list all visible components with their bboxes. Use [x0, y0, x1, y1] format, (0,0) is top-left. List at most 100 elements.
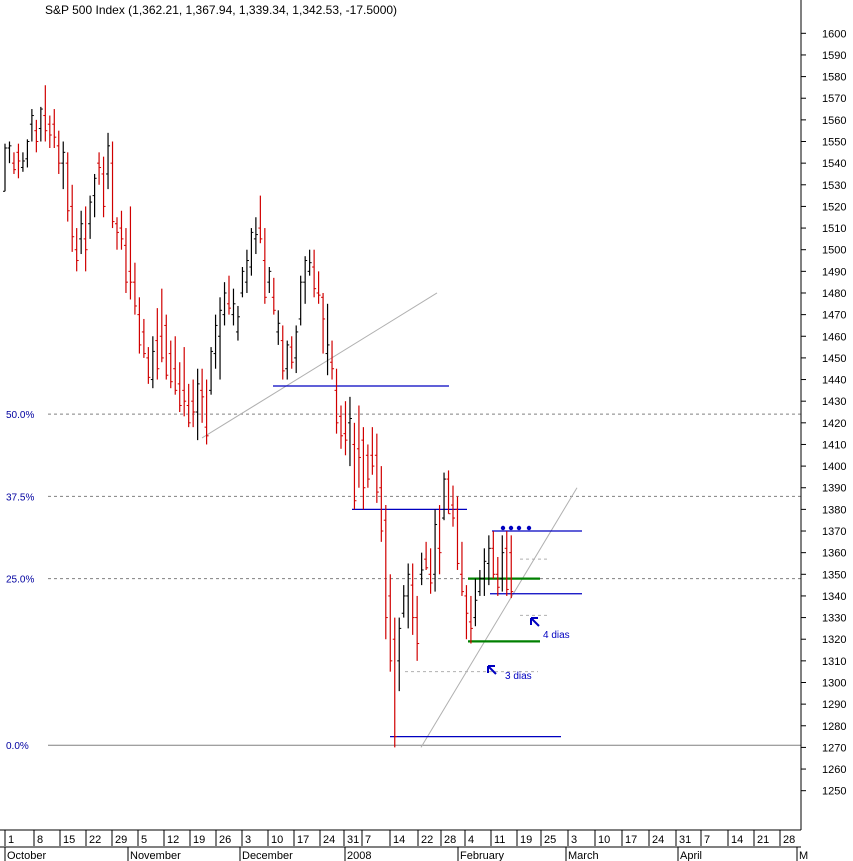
x-day-label: 26 [219, 834, 231, 846]
ohlc-bar [455, 496, 460, 570]
ohlc-bar [38, 106, 43, 142]
ohlc-bar [56, 130, 61, 174]
ohlc-bar [258, 195, 263, 244]
x-day-label: 8 [37, 834, 43, 846]
ohlc-bar [294, 325, 299, 374]
y-tick-label: 1330 [822, 613, 846, 625]
y-tick-label: 1300 [822, 677, 846, 689]
ohlc-bar [186, 383, 191, 428]
ohlc-bar [25, 139, 30, 168]
ohlc-bar [330, 340, 335, 380]
ohlc-bar [70, 184, 75, 252]
x-day-label: 5 [141, 834, 147, 846]
ohlc-bar [173, 336, 178, 395]
ohlc-bar [410, 563, 415, 635]
ohlc-bar [150, 336, 155, 389]
x-day-label: 28 [783, 834, 795, 846]
y-tick-label: 1590 [822, 50, 846, 62]
x-axis-band [0, 830, 853, 861]
y-tick-label: 1260 [822, 764, 846, 776]
ohlc-bar [406, 563, 411, 629]
ohlc-bar [504, 531, 509, 596]
ohlc-bar [159, 288, 164, 363]
ohlc-bar [231, 288, 236, 326]
ohlc-bar [276, 310, 281, 345]
y-tick-label: 1270 [822, 742, 846, 754]
ohlc-bar [128, 206, 133, 300]
arrow-icon [487, 665, 497, 675]
ohlc-bar [392, 617, 397, 748]
ohlc-bar [20, 152, 25, 172]
ohlc-bar [491, 531, 496, 579]
ohlc-bar [442, 472, 447, 521]
ohlc-bar [106, 132, 111, 190]
ohlc-bar [307, 249, 312, 276]
ohlc-bar [509, 535, 514, 599]
ohlc-bar [115, 217, 119, 250]
y-tick-label: 1310 [822, 656, 846, 668]
y-tick-label: 1320 [822, 634, 846, 646]
y-tick-label: 1470 [822, 310, 846, 322]
ohlc-bar [339, 405, 343, 449]
y-tick-label: 1350 [822, 569, 846, 581]
y-tick-label: 1420 [822, 418, 846, 430]
x-day-label: 24 [652, 834, 664, 846]
fib-level-label: 37.5% [6, 492, 34, 503]
ohlc-bar [428, 548, 433, 594]
x-day-label: 28 [444, 834, 456, 846]
x-day-label: 12 [167, 834, 179, 846]
ohlc-bar [88, 195, 93, 239]
ohlc-bar [123, 228, 128, 293]
ohlc-bar [446, 470, 451, 515]
ohlc-bar [383, 505, 388, 640]
x-day-label: 29 [115, 834, 127, 846]
ohlc-bar [374, 433, 379, 503]
ohlc-bar [249, 228, 254, 276]
x-axis-ticks: 1 8 15 22 29 5 12 19 26 3 10 17 24 31 7 14 22 28 4 11 19 25 3 1… [4, 830, 808, 861]
x-day-label: 4 [468, 834, 474, 846]
ohlc-bar [47, 115, 52, 148]
ohlc-bar [365, 444, 370, 488]
ohlc-bar [495, 556, 500, 596]
x-day-label: 14 [731, 834, 743, 846]
y-tick-label: 1490 [822, 266, 846, 278]
ohlc-bar [388, 574, 393, 672]
ohlc-bar [285, 340, 290, 380]
fibonacci-levels: 50.0% 37.5% 25.0% 0.0% [6, 410, 801, 752]
ohlc-bar [34, 119, 39, 153]
note-four-days: 4 dias [543, 630, 570, 641]
ohlc-bar [240, 267, 245, 298]
y-tick-label: 1530 [822, 180, 846, 192]
ohlc-bar [477, 569, 482, 596]
ohlc-bar [3, 143, 7, 192]
ohlc-bar [397, 617, 402, 692]
x-day-label: 19 [520, 834, 532, 846]
y-tick-label: 1480 [822, 288, 846, 300]
y-tick-label: 1280 [822, 721, 846, 733]
x-month-label: December [242, 850, 293, 861]
y-tick-label: 1500 [822, 245, 846, 257]
x-day-label: 10 [598, 834, 610, 846]
y-tick-label: 1430 [822, 396, 846, 408]
x-month-label: M [799, 850, 808, 861]
ohlc-bar [204, 379, 209, 445]
ohlc-bar [101, 156, 106, 218]
ohlc-bar [146, 347, 151, 384]
x-day-label: 31 [347, 834, 359, 846]
ohlc-bar [83, 206, 88, 272]
ohlc-bar [253, 217, 258, 255]
ohlc-bar [65, 152, 70, 222]
y-tick-label: 1440 [822, 375, 846, 387]
ohlc-bar [227, 275, 231, 315]
ohlc-bar [325, 303, 330, 376]
y-tick-label: 1510 [822, 223, 846, 235]
y-tick-label: 1550 [822, 137, 846, 149]
ohlc-bar [110, 141, 115, 229]
ohlc-bar [343, 401, 348, 456]
ohlc-bar [92, 173, 97, 218]
y-tick-label: 1400 [822, 461, 846, 473]
y-tick-label: 1580 [822, 72, 846, 84]
ohlc-bar [347, 396, 352, 467]
ohlc-bar [424, 541, 429, 570]
ohlc-bar [155, 308, 160, 380]
